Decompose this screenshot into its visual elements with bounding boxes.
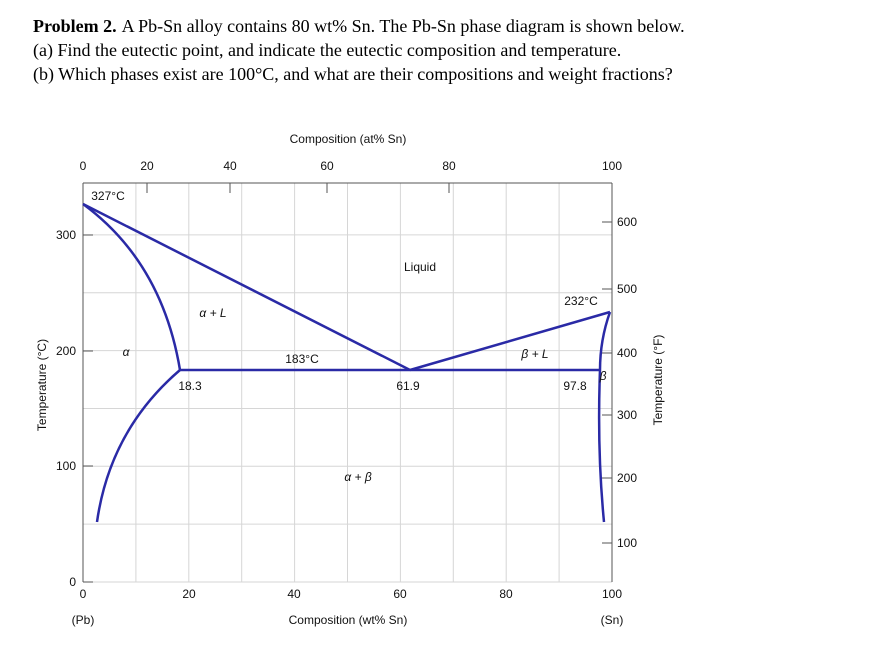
problem-line: (b) Which phases exist are 100°C, and wh…	[33, 64, 673, 85]
axis-title: Temperature (°C)	[35, 339, 49, 431]
top-tick-label: 100	[602, 159, 622, 173]
annotation: 232°C	[564, 294, 598, 308]
problem-label: Problem 2.	[33, 16, 117, 36]
annotation: 97.8	[563, 379, 587, 393]
problem-text: Problem 2. A Pb-Sn alloy contains 80 wt% …	[33, 16, 685, 36]
left-tick-label: 100	[56, 459, 76, 473]
left-tick-label: 200	[56, 344, 76, 358]
axis-title: Composition (at% Sn)	[290, 132, 407, 146]
liquidus	[82, 202, 411, 372]
bottom-tick-label: 60	[393, 587, 407, 601]
end-label: (Sn)	[601, 613, 624, 627]
liquidus	[409, 310, 611, 372]
axis-title: Composition (wt% Sn)	[289, 613, 408, 627]
axis-title: Temperature (°F)	[651, 335, 665, 426]
top-tick-label: 80	[442, 159, 456, 173]
solidus	[598, 311, 612, 371]
annotation: 327°C	[91, 189, 125, 203]
bottom-tick-label: 0	[80, 587, 87, 601]
region-label: β + L	[520, 347, 548, 361]
top-tick-label: 0	[80, 159, 87, 173]
right-tick-label: 400	[617, 346, 637, 360]
bottom-tick-label: 80	[499, 587, 513, 601]
problem-line: A Pb-Sn alloy contains 80 wt% Sn. The Pb…	[122, 16, 685, 36]
right-tick-label: 100	[617, 536, 637, 550]
bottom-tick-label: 40	[287, 587, 301, 601]
top-tick-label: 40	[223, 159, 237, 173]
bottom-tick-label: 20	[182, 587, 196, 601]
phase-boundaries	[82, 202, 612, 523]
left-tick-label: 300	[56, 228, 76, 242]
top-tick-label: 20	[140, 159, 154, 173]
right-tick-label: 200	[617, 471, 637, 485]
right-tick-label: 300	[617, 408, 637, 422]
top-tick-label: 60	[320, 159, 334, 173]
annotation: 183°C	[285, 352, 319, 366]
problem: Problem 2. A Pb-Sn alloy contains 80 wt% …	[33, 16, 685, 85]
region-label: α + β	[344, 470, 372, 484]
region-label: β	[599, 369, 607, 383]
annotation: 18.3	[178, 379, 202, 393]
bottom-tick-label: 100	[602, 587, 622, 601]
end-label: (Pb)	[72, 613, 95, 627]
region-label: α + L	[199, 306, 226, 320]
solidus	[82, 202, 182, 371]
right-tick-label: 600	[617, 215, 637, 229]
left-tick-label: 0	[69, 575, 76, 589]
solvus	[597, 369, 606, 523]
solvus	[95, 369, 181, 523]
problem-line: (a) Find the eutectic point, and indicat…	[33, 40, 621, 61]
right-tick-label: 500	[617, 282, 637, 296]
annotation: 61.9	[396, 379, 420, 393]
labels: Composition (at% Sn) Composition (wt% Sn…	[35, 132, 665, 627]
region-label: α	[123, 345, 131, 359]
region-label: Liquid	[404, 260, 436, 274]
grid	[82, 182, 613, 583]
